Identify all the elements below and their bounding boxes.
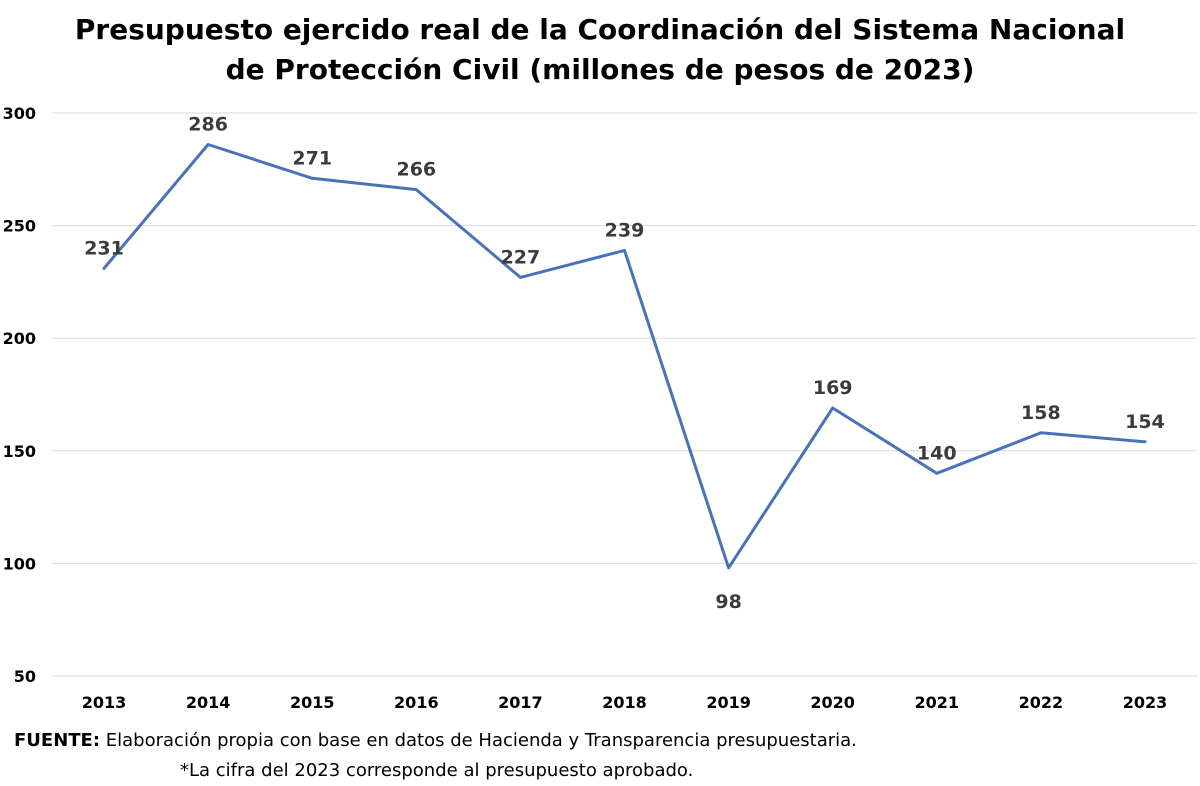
data-label: 154 — [1125, 411, 1165, 433]
x-tick-label: 2018 — [602, 693, 647, 712]
x-tick-label: 2022 — [1019, 693, 1064, 712]
chart-title-line-2: de Protección Civil (millones de pesos d… — [225, 53, 975, 86]
x-tick-label: 2017 — [498, 693, 543, 712]
x-tick-label: 2015 — [290, 693, 335, 712]
x-tick-label: 2013 — [82, 693, 127, 712]
data-labels: 231 286 271 266 227 239 98 169 140 158 154 — [84, 114, 1165, 613]
y-tick-label: 100 — [3, 554, 36, 573]
x-tick-label: 2020 — [810, 693, 855, 712]
x-tick-label: 2016 — [394, 693, 439, 712]
data-label: 98 — [715, 591, 741, 613]
y-tick-label: 200 — [3, 329, 36, 348]
footer-note: *La cifra del 2023 corresponde al presup… — [180, 760, 694, 781]
x-tick-label: 2023 — [1123, 693, 1168, 712]
x-tick-label: 2019 — [706, 693, 751, 712]
data-label: 286 — [188, 114, 228, 136]
data-label: 140 — [917, 442, 957, 464]
x-axis-tick-labels: 2013 2014 2015 2016 2017 2018 2019 2020 2021 2022… — [82, 693, 1167, 712]
chart-title-line-1: Presupuesto ejercido real de la Coordina… — [74, 13, 1126, 46]
footer-source-label: FUENTE: — [14, 730, 101, 751]
data-label: 231 — [84, 237, 124, 259]
data-label: 239 — [605, 219, 645, 241]
series-line — [102, 143, 1147, 570]
y-axis-tick-labels: 50 100 150 200 250 300 — [3, 104, 36, 686]
y-tick-label: 250 — [3, 217, 36, 236]
gridlines — [52, 112, 1197, 677]
data-label: 158 — [1021, 402, 1061, 424]
data-label: 227 — [501, 246, 541, 268]
data-label: 169 — [813, 377, 853, 399]
y-tick-label: 50 — [14, 667, 36, 686]
footer-source: FUENTE: Elaboración propia con base en d… — [14, 730, 857, 751]
y-tick-label: 300 — [3, 104, 36, 123]
chart-title: Presupuesto ejercido real de la Coordina… — [0, 10, 1200, 90]
data-label: 266 — [396, 159, 436, 181]
data-label: 271 — [292, 147, 332, 169]
y-tick-label: 150 — [3, 442, 36, 461]
x-tick-label: 2014 — [186, 693, 231, 712]
footer-source-text: Elaboración propia con base en datos de … — [100, 730, 857, 751]
x-tick-label: 2021 — [915, 693, 960, 712]
series — [102, 143, 1147, 570]
